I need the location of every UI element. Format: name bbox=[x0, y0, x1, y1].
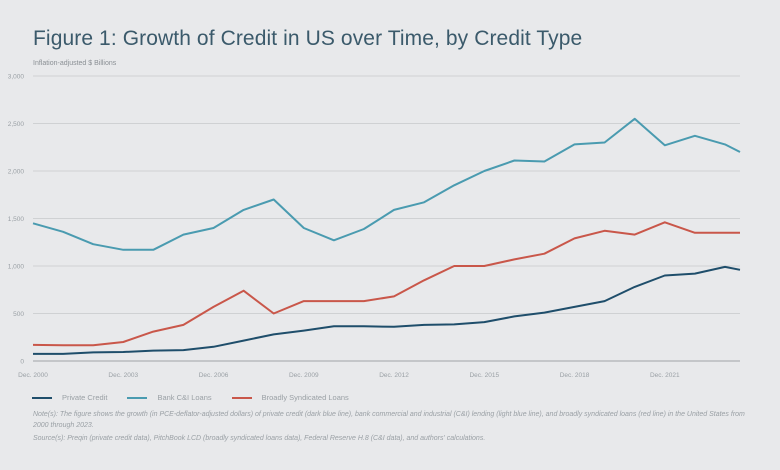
legend-item-private-credit: Private Credit bbox=[32, 393, 107, 402]
legend-swatch-private-credit bbox=[32, 396, 52, 399]
gridlines bbox=[33, 75, 740, 362]
figure-note: Note(s): The figure shows the growth (in… bbox=[33, 411, 745, 429]
x-tick-label: Dec. 2006 bbox=[199, 372, 229, 379]
x-axis-ticks: Dec. 2000 Dec. 2003 Dec. 2006 Dec. 2009 Dec.… bbox=[18, 372, 680, 379]
y-tick-label: 1,500 bbox=[8, 216, 25, 223]
legend-swatch-bank-ci-loans bbox=[127, 396, 148, 399]
legend-label: Broadly Syndicated Loans bbox=[261, 393, 349, 402]
legend-item-bank-ci-loans: Bank C&I Loans bbox=[127, 393, 212, 402]
y-axis-ticks: 0 500 1,000 1,500 2,000 2,500 3,000 bbox=[8, 74, 25, 366]
x-tick-label: Dec. 2003 bbox=[108, 372, 138, 379]
y-tick-label: 2,000 bbox=[8, 169, 25, 176]
y-axis-unit-label: Inflation-adjusted $ Billions bbox=[33, 60, 117, 67]
legend-label: Private Credit bbox=[62, 393, 108, 402]
legend-swatch-broadly-syndicated-loans bbox=[231, 396, 252, 399]
x-tick-label: Dec. 2012 bbox=[379, 372, 409, 379]
y-tick-label: 3,000 bbox=[8, 74, 25, 81]
series-line-private-credit bbox=[33, 265, 741, 355]
y-tick-label: 500 bbox=[13, 311, 24, 318]
legend-label: Bank C&I Loans bbox=[157, 393, 212, 402]
series-lines bbox=[32, 117, 741, 355]
legend-item-broadly-syndicated-loans: Broadly Syndicated Loans bbox=[231, 393, 349, 402]
x-tick-label: Dec. 2009 bbox=[289, 372, 319, 379]
y-tick-label: 2,500 bbox=[8, 121, 25, 128]
x-tick-label: Dec. 2021 bbox=[650, 372, 680, 379]
x-tick-label: Dec. 2000 bbox=[18, 372, 48, 379]
legend: Private Credit Bank C&I Loans Broadly Sy… bbox=[32, 393, 349, 402]
figure-source: Source(s): Preqin (private credit data),… bbox=[33, 435, 486, 442]
series-line-broadly-syndicated-loans bbox=[32, 221, 740, 347]
x-tick-label: Dec. 2015 bbox=[469, 372, 499, 379]
y-tick-label: 1,000 bbox=[8, 264, 25, 271]
series-line-bank-c-i-loans bbox=[32, 117, 741, 251]
chart-title: Figure 1: Growth of Credit in US over Ti… bbox=[33, 27, 583, 50]
y-tick-label: 0 bbox=[20, 359, 24, 366]
x-tick-label: Dec. 2018 bbox=[560, 372, 590, 379]
